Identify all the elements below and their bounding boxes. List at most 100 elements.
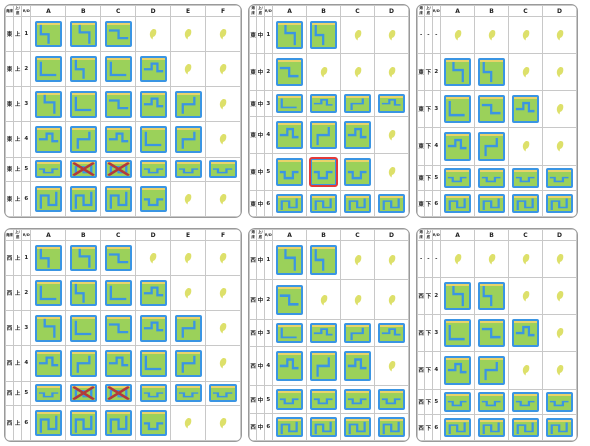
grid-cell[interactable] xyxy=(205,156,241,182)
map-tile[interactable] xyxy=(310,193,337,214)
grid-cell[interactable] xyxy=(508,388,543,416)
map-tile[interactable] xyxy=(512,95,539,124)
selected-map-tile[interactable] xyxy=(309,157,338,188)
grid-cell[interactable] xyxy=(340,346,375,387)
map-tile[interactable] xyxy=(69,350,97,377)
grid-cell[interactable] xyxy=(135,121,172,158)
map-tile[interactable] xyxy=(34,160,62,179)
grid-cell[interactable] xyxy=(508,351,543,390)
grid-cell[interactable] xyxy=(170,156,207,182)
map-tile[interactable] xyxy=(444,193,471,214)
grid-cell[interactable] xyxy=(205,15,241,53)
grid-cell[interactable] xyxy=(205,180,241,217)
grid-cell[interactable] xyxy=(542,351,577,390)
grid-cell[interactable] xyxy=(306,190,342,217)
grid-cell[interactable] xyxy=(340,318,375,348)
grid-cell[interactable] xyxy=(272,53,308,92)
map-tile[interactable] xyxy=(69,20,97,48)
grid-cell[interactable] xyxy=(508,15,543,55)
grid-cell[interactable] xyxy=(65,239,102,277)
grid-cell[interactable] xyxy=(474,314,510,353)
map-tile[interactable] xyxy=(139,126,167,153)
grid-cell[interactable] xyxy=(170,121,207,158)
map-tile[interactable] xyxy=(276,351,303,382)
grid-cell[interactable] xyxy=(135,180,172,217)
grid-cell[interactable] xyxy=(135,86,172,123)
grid-cell[interactable] xyxy=(272,90,308,117)
grid-cell[interactable] xyxy=(65,15,102,53)
grid-cell[interactable] xyxy=(100,156,137,182)
grid-cell[interactable] xyxy=(340,153,375,192)
grid-cell[interactable] xyxy=(30,86,67,123)
map-tile[interactable] xyxy=(276,120,303,150)
map-tile[interactable] xyxy=(104,409,132,437)
map-tile[interactable] xyxy=(444,392,471,412)
grid-cell[interactable] xyxy=(30,180,67,217)
grid-cell[interactable] xyxy=(135,15,172,53)
grid-cell[interactable] xyxy=(542,388,577,416)
grid-cell[interactable] xyxy=(440,164,476,192)
map-tile[interactable] xyxy=(174,126,202,153)
map-tile[interactable] xyxy=(310,351,337,382)
grid-cell[interactable] xyxy=(272,239,308,281)
grid-cell[interactable] xyxy=(542,164,577,192)
grid-cell[interactable] xyxy=(272,385,308,414)
grid-cell[interactable] xyxy=(440,351,476,390)
grid-cell[interactable] xyxy=(135,51,172,88)
grid-cell[interactable] xyxy=(30,345,67,382)
map-tile[interactable] xyxy=(344,94,371,114)
map-tile[interactable] xyxy=(104,160,132,179)
grid-cell[interactable] xyxy=(306,239,342,281)
grid-cell[interactable] xyxy=(205,121,241,158)
grid-cell[interactable] xyxy=(508,164,543,192)
grid-cell[interactable] xyxy=(440,90,476,129)
map-tile[interactable] xyxy=(378,193,405,214)
grid-cell[interactable] xyxy=(340,115,375,155)
map-tile[interactable] xyxy=(546,417,573,438)
grid-cell[interactable] xyxy=(65,275,102,312)
map-tile[interactable] xyxy=(546,168,573,188)
grid-cell[interactable] xyxy=(272,153,308,192)
grid-cell[interactable] xyxy=(306,115,342,155)
grid-cell[interactable] xyxy=(474,190,510,217)
map-tile[interactable] xyxy=(444,95,471,124)
grid-cell[interactable] xyxy=(306,15,342,55)
map-tile[interactable] xyxy=(104,20,132,48)
grid-cell[interactable] xyxy=(374,115,409,155)
grid-cell[interactable] xyxy=(474,414,510,441)
grid-cell[interactable] xyxy=(542,277,577,316)
grid-cell[interactable] xyxy=(30,239,67,277)
grid-cell[interactable] xyxy=(272,15,308,55)
map-tile[interactable] xyxy=(104,185,132,213)
grid-cell[interactable] xyxy=(65,380,102,406)
grid-cell[interactable] xyxy=(374,385,409,414)
map-tile[interactable] xyxy=(444,356,471,385)
map-tile[interactable] xyxy=(69,185,97,213)
grid-cell[interactable] xyxy=(306,153,342,192)
grid-cell[interactable] xyxy=(508,239,543,279)
grid-cell[interactable] xyxy=(374,190,409,217)
map-tile[interactable] xyxy=(139,55,167,83)
map-tile[interactable] xyxy=(444,282,471,311)
grid-cell[interactable] xyxy=(440,239,476,279)
map-tile[interactable] xyxy=(478,95,505,124)
map-tile[interactable] xyxy=(512,193,539,214)
map-tile[interactable] xyxy=(276,416,303,438)
grid-cell[interactable] xyxy=(170,380,207,406)
map-tile[interactable] xyxy=(276,284,303,315)
map-tile[interactable] xyxy=(104,279,132,307)
grid-cell[interactable] xyxy=(306,412,342,441)
map-tile[interactable] xyxy=(139,350,167,377)
map-tile[interactable] xyxy=(276,193,303,214)
map-tile[interactable] xyxy=(310,120,337,150)
grid-cell[interactable] xyxy=(340,90,375,117)
grid-cell[interactable] xyxy=(100,51,137,88)
grid-cell[interactable] xyxy=(440,414,476,441)
map-tile[interactable] xyxy=(139,279,167,307)
grid-cell[interactable] xyxy=(205,310,241,347)
grid-cell[interactable] xyxy=(65,180,102,217)
map-tile[interactable] xyxy=(310,20,337,50)
grid-cell[interactable] xyxy=(508,190,543,217)
grid-cell[interactable] xyxy=(440,15,476,55)
grid-cell[interactable] xyxy=(474,15,510,55)
